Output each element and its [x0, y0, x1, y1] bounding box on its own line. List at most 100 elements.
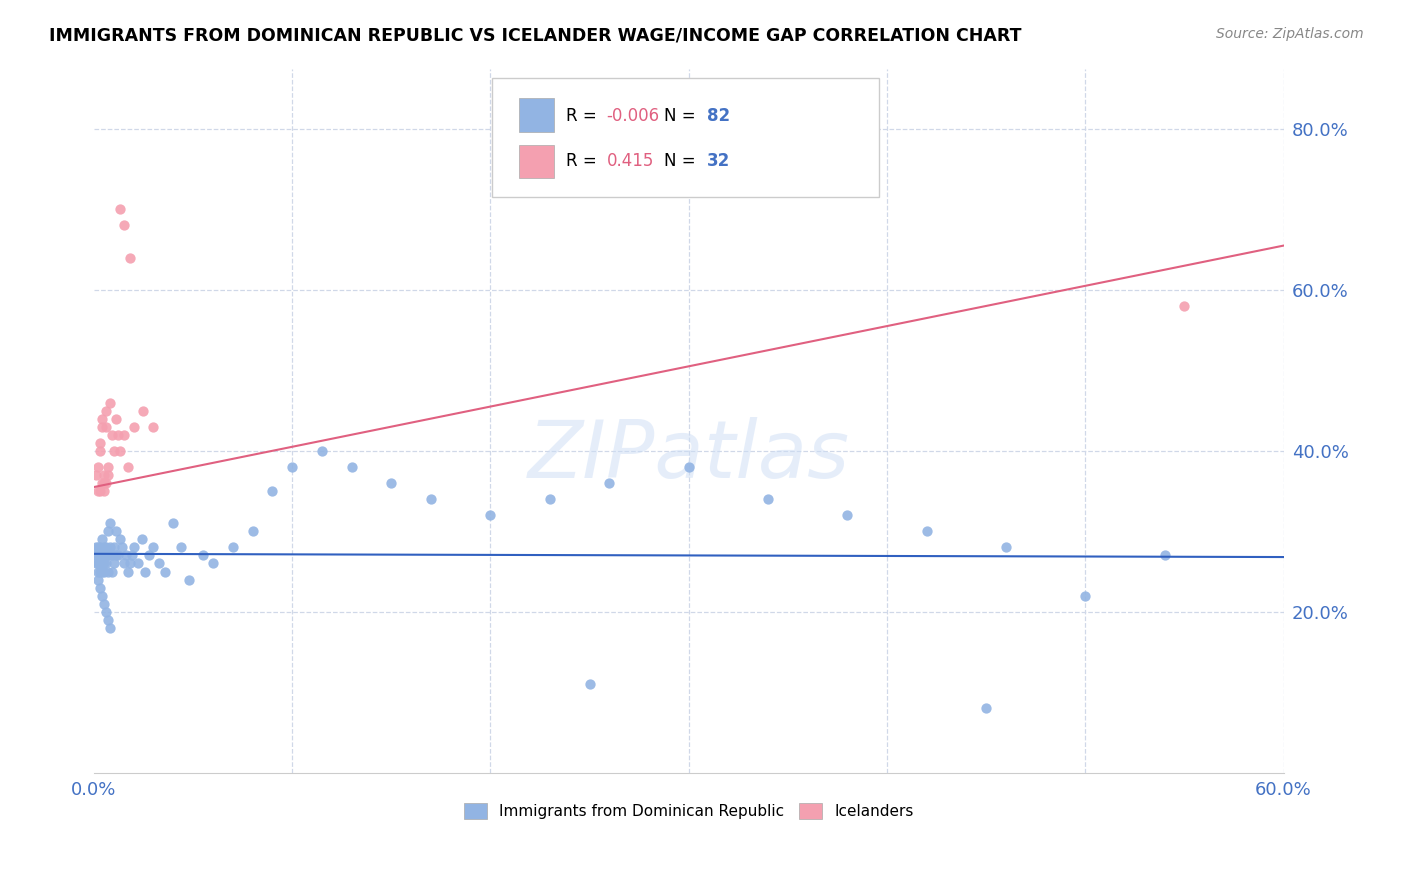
Point: [127, 557, 149, 571]
Point: [97, 524, 120, 539]
Point: [380, 475, 402, 490]
Point: [112, 557, 135, 571]
Point: [112, 219, 135, 233]
Point: [122, 419, 145, 434]
Point: [93, 541, 115, 555]
Point: [94, 475, 117, 490]
Point: [87, 573, 110, 587]
Point: [89, 565, 111, 579]
Point: [87, 565, 110, 579]
Point: [90, 549, 112, 563]
Point: [94, 541, 117, 555]
Point: [1074, 589, 1097, 603]
Point: [89, 581, 111, 595]
FancyBboxPatch shape: [492, 78, 879, 197]
Point: [98, 541, 121, 555]
Point: [837, 508, 859, 523]
Point: [90, 419, 112, 434]
Point: [114, 549, 136, 563]
Point: [103, 541, 125, 555]
Point: [107, 427, 129, 442]
Text: R =: R =: [567, 153, 607, 170]
Point: [89, 541, 111, 555]
Point: [97, 613, 120, 627]
Point: [84, 541, 107, 555]
Point: [89, 484, 111, 499]
Point: [108, 202, 131, 217]
Point: [89, 443, 111, 458]
FancyBboxPatch shape: [519, 145, 554, 178]
Point: [578, 677, 600, 691]
Point: [93, 597, 115, 611]
Point: [84, 549, 107, 563]
Point: [118, 557, 141, 571]
Point: [103, 557, 125, 571]
Point: [121, 549, 143, 563]
Text: R =: R =: [567, 107, 602, 125]
Text: 82: 82: [707, 107, 730, 125]
Point: [89, 557, 111, 571]
Point: [93, 565, 115, 579]
Point: [191, 549, 214, 563]
Point: [118, 251, 141, 265]
Point: [93, 549, 115, 563]
Point: [104, 549, 127, 563]
Point: [162, 516, 184, 531]
Text: N =: N =: [664, 153, 700, 170]
Point: [117, 565, 139, 579]
Point: [995, 541, 1018, 555]
Point: [90, 475, 112, 490]
Point: [90, 565, 112, 579]
Point: [90, 589, 112, 603]
Point: [84, 557, 107, 571]
Point: [100, 549, 122, 563]
Point: [98, 621, 121, 635]
Point: [90, 557, 112, 571]
Text: Source: ZipAtlas.com: Source: ZipAtlas.com: [1216, 27, 1364, 41]
Point: [1153, 549, 1175, 563]
Point: [598, 475, 620, 490]
Point: [87, 484, 110, 499]
Point: [87, 549, 110, 563]
Text: ZIPatlas: ZIPatlas: [527, 417, 849, 495]
Point: [107, 549, 129, 563]
Point: [262, 484, 284, 499]
Text: 32: 32: [707, 153, 730, 170]
Point: [340, 459, 363, 474]
Point: [117, 459, 139, 474]
Point: [94, 549, 117, 563]
Point: [142, 541, 165, 555]
Point: [1173, 299, 1195, 313]
Point: [90, 533, 112, 547]
Point: [177, 573, 200, 587]
Point: [94, 419, 117, 434]
Point: [84, 467, 107, 482]
Point: [122, 541, 145, 555]
Point: [98, 516, 121, 531]
Point: [134, 565, 156, 579]
Point: [103, 443, 125, 458]
Point: [915, 524, 938, 539]
Legend: Immigrants from Dominican Republic, Icelanders: Immigrants from Dominican Republic, Icel…: [457, 797, 920, 825]
Text: IMMIGRANTS FROM DOMINICAN REPUBLIC VS ICELANDER WAGE/INCOME GAP CORRELATION CHAR: IMMIGRANTS FROM DOMINICAN REPUBLIC VS IC…: [49, 27, 1022, 45]
Point: [756, 492, 779, 507]
Point: [222, 541, 245, 555]
Text: 0.415: 0.415: [606, 153, 654, 170]
Point: [281, 459, 304, 474]
Point: [100, 565, 122, 579]
Point: [89, 435, 111, 450]
Point: [100, 427, 122, 442]
Point: [132, 403, 155, 417]
Point: [104, 524, 127, 539]
Point: [97, 459, 120, 474]
Point: [974, 701, 997, 715]
Point: [93, 467, 115, 482]
Point: [93, 475, 115, 490]
Point: [90, 411, 112, 425]
Text: N =: N =: [664, 107, 700, 125]
Point: [538, 492, 561, 507]
Point: [155, 565, 177, 579]
Point: [678, 459, 700, 474]
Point: [108, 533, 131, 547]
Point: [108, 443, 131, 458]
